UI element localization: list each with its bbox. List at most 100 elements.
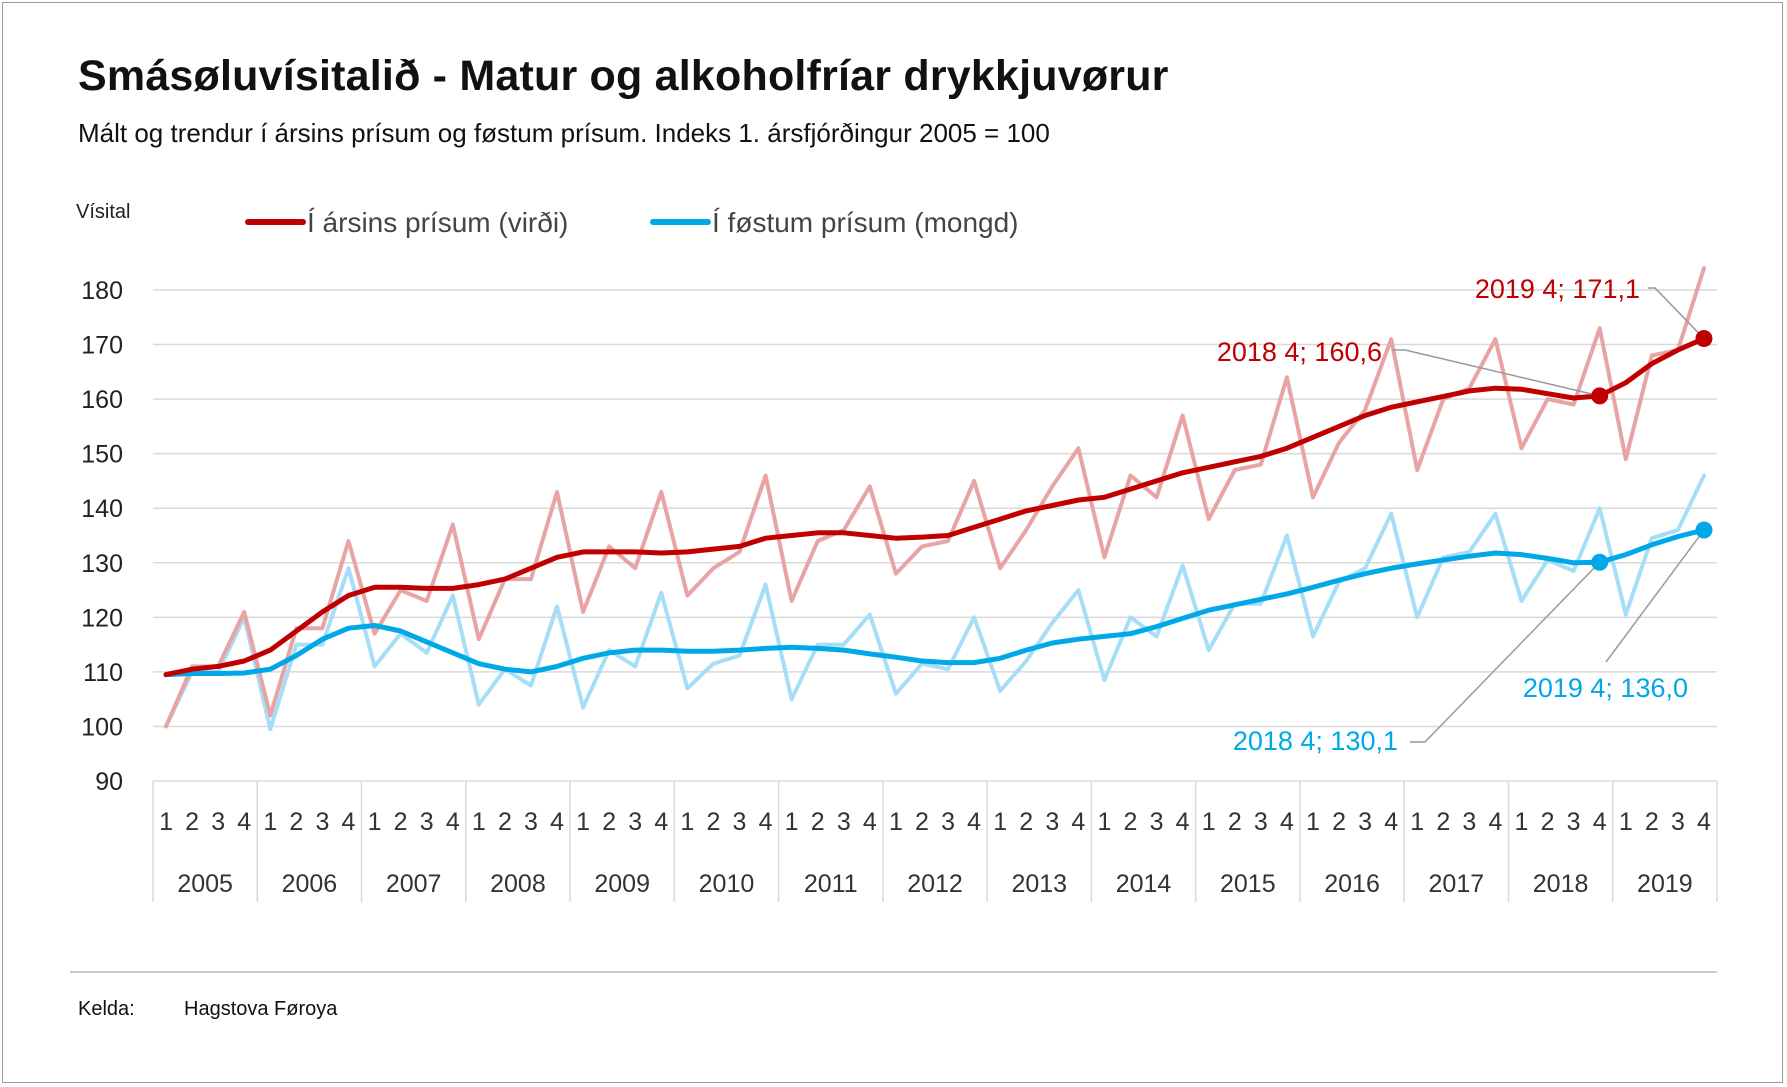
x-tick-quarter: 1: [263, 808, 277, 836]
x-tick-quarter: 1: [159, 808, 173, 836]
callout-label: 2018 4; 130,1: [1233, 726, 1398, 756]
callout-leader: [1410, 561, 1601, 743]
legend-label-constant: Í føstum prísum (mongd): [712, 207, 1019, 238]
x-tick-quarter: 1: [368, 808, 382, 836]
x-tick-quarter: 4: [1488, 808, 1502, 836]
x-tick-quarter: 1: [1202, 808, 1216, 836]
x-tick-quarter: 1: [680, 808, 694, 836]
x-tick-quarter: 3: [420, 808, 434, 836]
x-tick-quarter: 3: [941, 808, 955, 836]
series-line-current-trend: [163, 336, 1707, 678]
callout-label: 2019 4; 136,0: [1523, 673, 1688, 703]
x-tick-quarter: 2: [394, 808, 408, 836]
x-tick-quarter: 1: [1306, 808, 1320, 836]
x-tick-year-2017: 2017: [1429, 870, 1485, 898]
y-tick-label-110: 110: [83, 659, 123, 687]
x-tick-quarter: 4: [759, 808, 773, 836]
x-tick-year-2012: 2012: [907, 870, 963, 898]
callout-label: 2018 4; 160,6: [1217, 337, 1382, 367]
callout-label: 2019 4; 171,1: [1475, 274, 1640, 304]
callout-leader: [1648, 287, 1705, 340]
x-tick-quarter: 4: [446, 808, 460, 836]
x-tick-quarter: 1: [1619, 808, 1633, 836]
series-line-current-raw: [164, 266, 1706, 729]
x-tick-quarter: 3: [1462, 808, 1476, 836]
y-tick-label-160: 160: [81, 386, 123, 414]
x-tick-year-2010: 2010: [699, 870, 755, 898]
x-tick-quarter: 4: [1071, 808, 1085, 836]
x-tick-quarter: 2: [915, 808, 929, 836]
x-tick-quarter: 3: [837, 808, 851, 836]
source-value: Hagstova Føroya: [184, 998, 338, 1020]
x-tick-quarter: 4: [1697, 808, 1711, 836]
x-tick-year-2015: 2015: [1220, 870, 1276, 898]
x-tick-quarter: 2: [498, 808, 512, 836]
callout-leader: [1605, 529, 1705, 663]
legend-label-current: Í ársins prísum (virði): [307, 207, 568, 238]
x-tick-quarter: 3: [1567, 808, 1581, 836]
callout-marker: [1591, 553, 1609, 571]
y-tick-label-180: 180: [81, 277, 123, 305]
callout-leader: [1392, 349, 1600, 397]
x-tick-year-2006: 2006: [282, 870, 338, 898]
y-axis-title: Vísital: [76, 201, 130, 223]
y-tick-label-130: 130: [81, 550, 123, 578]
x-tick-quarter: 4: [1176, 808, 1190, 836]
x-tick-year-2008: 2008: [490, 870, 546, 898]
x-tick-quarter: 1: [472, 808, 486, 836]
callout-marker: [1695, 330, 1713, 348]
x-tick-year-2019: 2019: [1637, 870, 1693, 898]
x-tick-quarter: 3: [1150, 808, 1164, 836]
x-tick-year-2005: 2005: [177, 870, 233, 898]
x-tick-quarter: 4: [1593, 808, 1607, 836]
x-tick-quarter: 2: [1645, 808, 1659, 836]
x-tick-quarter: 3: [1671, 808, 1685, 836]
x-tick-quarter: 1: [576, 808, 590, 836]
x-tick-quarter: 2: [185, 808, 199, 836]
x-tick-quarter: 3: [315, 808, 329, 836]
x-tick-year-2011: 2011: [804, 870, 858, 898]
x-tick-quarter: 4: [654, 808, 668, 836]
y-tick-label-140: 140: [81, 495, 123, 523]
x-tick-year-2013: 2013: [1011, 870, 1067, 898]
x-tick-year-2007: 2007: [386, 870, 442, 898]
chart-title: Smásøluvísitalið - Matur og alkoholfríar…: [78, 52, 1169, 100]
x-tick-quarter: 4: [863, 808, 877, 836]
x-tick-quarter: 3: [628, 808, 642, 836]
x-tick-quarter: 2: [289, 808, 303, 836]
x-tick-quarter: 4: [1280, 808, 1294, 836]
x-tick-quarter: 2: [1332, 808, 1346, 836]
x-tick-quarter: 2: [706, 808, 720, 836]
callout-marker: [1591, 387, 1609, 405]
x-tick-quarter: 4: [1384, 808, 1398, 836]
chart-subtitle: Mált og trendur í ársins prísum og føstu…: [78, 118, 1050, 148]
x-tick-quarter: 2: [1124, 808, 1138, 836]
y-tick-label-100: 100: [81, 713, 123, 741]
x-tick-quarter: 2: [1019, 808, 1033, 836]
x-tick-quarter: 2: [1228, 808, 1242, 836]
x-tick-quarter: 2: [811, 808, 825, 836]
x-tick-quarter: 1: [1410, 808, 1424, 836]
callout-marker: [1695, 521, 1713, 539]
x-tick-quarter: 4: [550, 808, 564, 836]
x-tick-year-2016: 2016: [1324, 870, 1380, 898]
x-tick-year-2018: 2018: [1533, 870, 1589, 898]
x-tick-year-2014: 2014: [1116, 870, 1172, 898]
x-tick-quarter: 3: [733, 808, 747, 836]
x-tick-quarter: 3: [211, 808, 225, 836]
x-tick-year-2009: 2009: [594, 870, 650, 898]
x-tick-quarter: 4: [342, 808, 356, 836]
series-line-constant-trend: [163, 527, 1707, 678]
x-tick-quarter: 3: [524, 808, 538, 836]
y-tick-label-90: 90: [95, 768, 123, 796]
x-tick-quarter: 2: [1436, 808, 1450, 836]
x-tick-quarter: 1: [889, 808, 903, 836]
x-tick-quarter: 4: [967, 808, 981, 836]
x-tick-quarter: 2: [602, 808, 616, 836]
series-line-constant-raw: [164, 473, 1706, 732]
x-tick-quarter: 1: [993, 808, 1007, 836]
y-tick-label-120: 120: [81, 604, 123, 632]
x-tick-quarter: 4: [237, 808, 251, 836]
